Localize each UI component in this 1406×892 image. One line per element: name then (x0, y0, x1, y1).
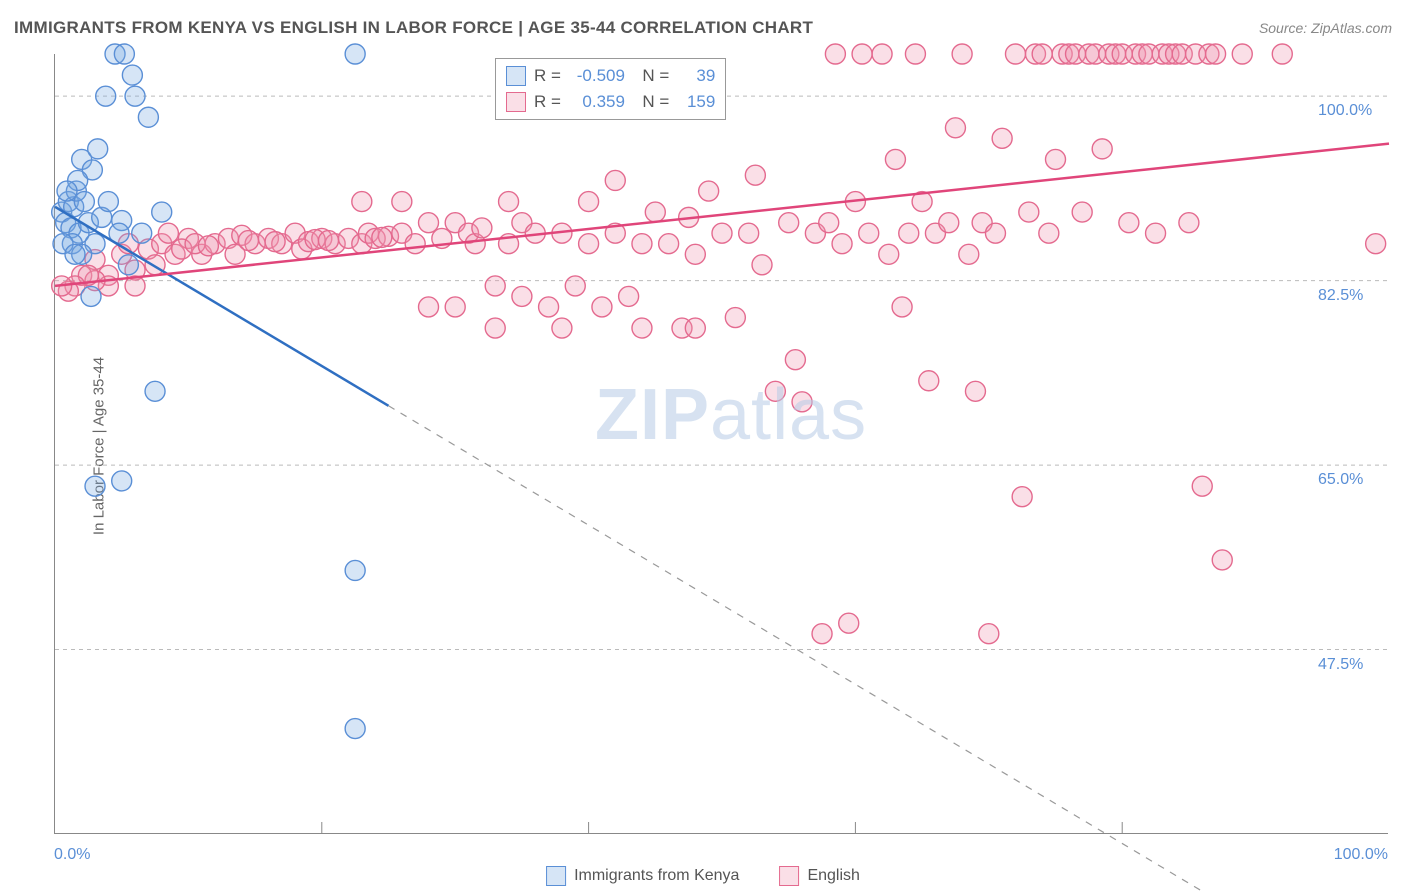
legend-label-pink: English (807, 867, 859, 885)
stats-n-pink: 159 (677, 89, 715, 115)
correlation-stats-box: R = -0.509 N = 39 R = 0.359 N = 159 (495, 58, 726, 120)
chart-container: IMMIGRANTS FROM KENYA VS ENGLISH IN LABO… (0, 0, 1406, 892)
stats-row-pink: R = 0.359 N = 159 (506, 89, 715, 115)
stats-r-label: R = (534, 63, 561, 89)
stats-r-pink: 0.359 (569, 89, 625, 115)
chart-source: Source: ZipAtlas.com (1259, 20, 1392, 36)
stats-n-blue: 39 (677, 63, 715, 89)
swatch-pink-icon (779, 866, 799, 886)
swatch-blue-icon (546, 866, 566, 886)
legend-label-blue: Immigrants from Kenya (574, 867, 739, 885)
stats-n-label: N = (633, 89, 669, 115)
y-tick-label: 47.5% (1318, 656, 1363, 674)
legend-bottom: Immigrants from Kenya English (546, 866, 860, 886)
swatch-blue-icon (506, 66, 526, 86)
legend-item-pink: English (779, 866, 859, 886)
chart-header: IMMIGRANTS FROM KENYA VS ENGLISH IN LABO… (14, 18, 1392, 38)
stats-r-blue: -0.509 (569, 63, 625, 89)
x-tick-right: 100.0% (1334, 846, 1388, 864)
swatch-pink-icon (506, 92, 526, 112)
chart-title: IMMIGRANTS FROM KENYA VS ENGLISH IN LABO… (14, 18, 813, 38)
plot-area: ZIPatlas R = -0.509 N = 39 R = 0.359 N =… (54, 54, 1388, 834)
x-tick-left: 0.0% (54, 846, 90, 864)
y-tick-label: 82.5% (1318, 287, 1363, 305)
y-tick-label: 100.0% (1318, 102, 1372, 120)
stats-r-label: R = (534, 89, 561, 115)
plot-svg (55, 54, 1388, 833)
stats-n-label: N = (633, 63, 669, 89)
stats-row-blue: R = -0.509 N = 39 (506, 63, 715, 89)
legend-item-blue: Immigrants from Kenya (546, 866, 739, 886)
y-tick-label: 65.0% (1318, 471, 1363, 489)
